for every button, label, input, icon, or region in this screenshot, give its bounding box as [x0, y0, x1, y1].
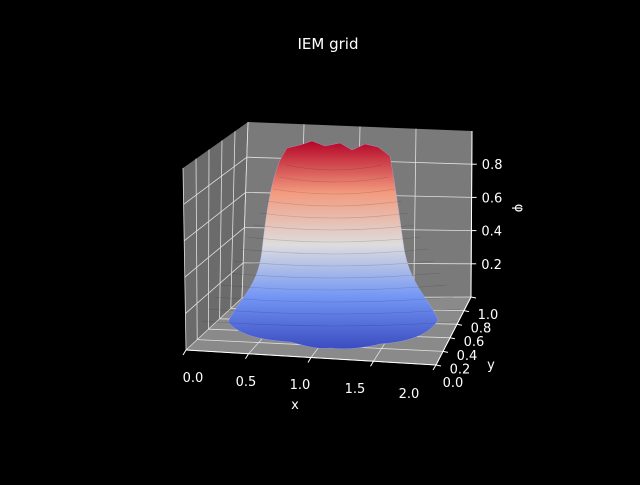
x-tick-label: 0.5 [236, 375, 257, 390]
y-grid-line-wall [230, 131, 236, 309]
x-tick-label: 2.0 [399, 387, 420, 402]
z-tick-label: 0.4 [481, 225, 502, 240]
x-tick-mark [245, 353, 249, 360]
surface-band [240, 248, 428, 255]
surface-mesh [227, 140, 439, 349]
surface-band [246, 236, 422, 243]
x-ticks: 0.0 0.5 1.0 1.5 2.0 [182, 349, 437, 402]
y-tick-label: 1.0 [478, 308, 499, 323]
surface-band [227, 272, 441, 279]
surface-band [233, 260, 435, 267]
surface-band [207, 308, 461, 315]
surface-band [279, 176, 389, 183]
x-tick-label: 1.0 [290, 378, 311, 393]
y-grid-line-wall [219, 140, 223, 319]
y-tick-mark [449, 337, 456, 340]
y-grid-line-wall [182, 167, 187, 351]
y-grid-line-wall [207, 149, 210, 330]
surface-bands [201, 164, 467, 327]
z-grid-line-left [183, 192, 246, 242]
y-tick-mark [463, 310, 470, 313]
x-axis-label: x [291, 398, 299, 413]
left-pane [183, 122, 248, 350]
y-tick-mark [456, 323, 463, 326]
y-tick-label: 0.2 [450, 362, 471, 377]
y-tick-label: 0.4 [457, 349, 478, 364]
chart-title: IEM grid [298, 35, 359, 53]
y-axis-label: y [487, 358, 495, 373]
x-tick-mark [370, 360, 374, 367]
x-tick-label: 1.5 [345, 382, 366, 397]
surface-band [272, 188, 396, 195]
y-tick-mark [470, 296, 477, 299]
y-tick-label: 0.6 [464, 335, 485, 350]
z-grid-line-left [184, 227, 245, 278]
x-tick-mark [182, 349, 187, 356]
x-tick-mark [307, 357, 312, 363]
z-tick-label: 0.8 [482, 158, 503, 173]
y-ticks: 0.00.20.40.60.81.0 [435, 296, 499, 391]
z-grid-line-left [185, 262, 244, 314]
x-grid-line [185, 297, 243, 351]
y-tick-mark [435, 364, 442, 367]
x-tick-label: 0.0 [183, 371, 204, 386]
z-ticks: 0.2 0.4 0.6 0.8 [471, 158, 502, 273]
surface-band [266, 200, 402, 207]
surface-band [285, 164, 383, 171]
z-tick-label: 0.2 [481, 258, 502, 273]
z-tick-label: 0.6 [482, 191, 503, 206]
x-grid-line-wall [413, 128, 417, 298]
z-grid-line-left [183, 156, 248, 205]
z-axis-label: φ [511, 204, 526, 213]
y-grid-line-wall [195, 158, 198, 340]
y-tick-label: 0.8 [471, 322, 492, 337]
x-tick-mark [432, 364, 437, 371]
surface-band [201, 320, 467, 327]
y-grid-line-wall [241, 121, 249, 299]
z-axis-line [470, 130, 473, 298]
surface-band [214, 296, 454, 303]
surface-band [259, 212, 409, 219]
y-tick-mark [442, 350, 449, 353]
surface-band [253, 224, 415, 231]
y-tick-label: 0.0 [443, 376, 464, 391]
y-axis-line [435, 296, 472, 366]
surface-band [220, 284, 448, 291]
